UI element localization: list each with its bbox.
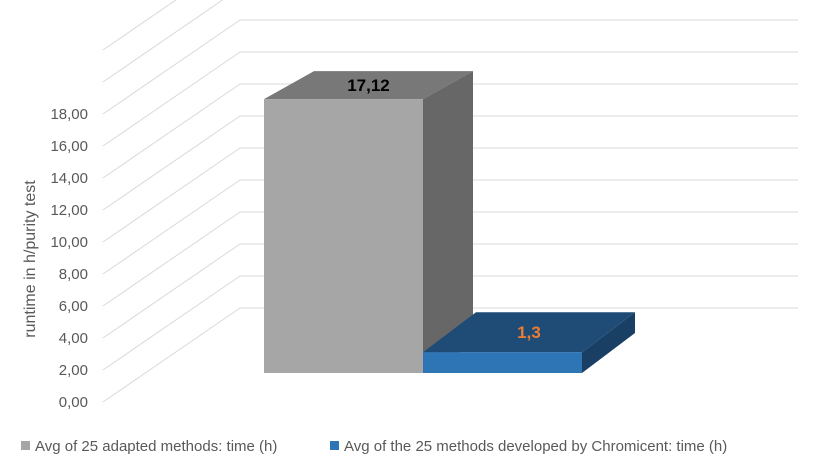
gridline-diagonal [102, 19, 241, 115]
gridline-diagonal [102, 243, 241, 339]
y-tick-label: 6,00 [59, 298, 88, 315]
y-tick-label: 8,00 [59, 266, 88, 283]
y-tick-label: 14,00 [50, 170, 88, 187]
y-tick-label: 0,00 [59, 394, 88, 411]
data-label: 1,3 [517, 323, 541, 342]
gridline-diagonal [102, 307, 241, 403]
gridline-diagonal [102, 115, 241, 211]
bar-top-face [264, 71, 473, 100]
gridline-diagonal [102, 83, 241, 179]
legend-label: Avg of the 25 methods developed by Chrom… [344, 438, 727, 455]
gridline-diagonal [102, 275, 241, 371]
bar-side-face [582, 312, 635, 373]
y-tick-label: 16,00 [50, 138, 88, 155]
gridline-diagonal [102, 51, 241, 147]
gridline-diagonal [102, 0, 224, 83]
bar-side-face [423, 71, 473, 373]
gridline-diagonal [102, 0, 177, 51]
gridline-diagonal [102, 179, 241, 275]
legend-label: Avg of 25 adapted methods: time (h) [35, 438, 277, 455]
bar [423, 352, 582, 373]
gridline-diagonal [102, 211, 241, 307]
y-tick-label: 18,00 [50, 106, 88, 123]
y-tick-label: 10,00 [50, 234, 88, 251]
y-tick-label: 12,00 [50, 202, 88, 219]
y-tick-label: 4,00 [59, 330, 88, 347]
bar [264, 99, 423, 373]
legend-swatch [330, 441, 339, 450]
legend-swatch [21, 441, 30, 450]
gridline-diagonal [102, 147, 241, 243]
bar-top-face [423, 312, 635, 353]
data-label: 17,12 [347, 76, 390, 95]
y-axis-title: runtime in h/purity test [22, 180, 39, 338]
y-tick-label: 2,00 [59, 362, 88, 379]
